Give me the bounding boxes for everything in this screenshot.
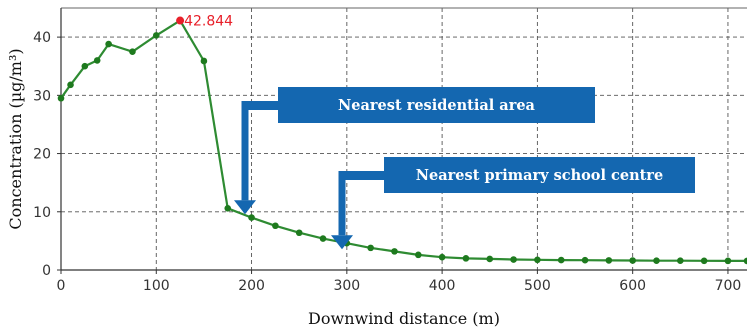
y-tick-label: 0 bbox=[42, 263, 51, 279]
callout-connector bbox=[338, 171, 384, 180]
data-point bbox=[57, 94, 65, 102]
y-tick-label: 40 bbox=[33, 30, 51, 46]
y-axis-title: Concentration (µg/m³) bbox=[6, 48, 25, 229]
x-tick-label: 500 bbox=[524, 278, 551, 294]
callout-arrow-head bbox=[234, 200, 256, 215]
callout-arrow-head bbox=[331, 235, 353, 250]
data-point bbox=[629, 257, 636, 264]
series-line bbox=[60, 19, 747, 262]
data-point bbox=[272, 222, 279, 230]
tick-labels: 0 100 200 300 400 500 600 700 0 10 20 30 40 bbox=[33, 30, 741, 294]
callout: Nearest primary school centre bbox=[331, 157, 695, 250]
data-point bbox=[367, 244, 374, 252]
data-point bbox=[677, 257, 684, 264]
data-point bbox=[152, 32, 160, 39]
data-point bbox=[105, 40, 112, 48]
data-point bbox=[438, 253, 446, 261]
data-point bbox=[81, 62, 89, 70]
peak-value-label: 42.844 bbox=[184, 14, 233, 30]
callout-box bbox=[278, 87, 595, 123]
x-tick-label: 600 bbox=[619, 278, 646, 294]
callout: Nearest residential area bbox=[234, 87, 595, 215]
callout-arrow-shaft bbox=[338, 171, 346, 236]
y-tick-label: 30 bbox=[33, 88, 51, 104]
x-tick-label: 700 bbox=[715, 278, 742, 294]
data-point bbox=[581, 256, 589, 264]
data-point bbox=[93, 57, 101, 64]
x-tick-label: 100 bbox=[143, 278, 170, 294]
data-point bbox=[391, 248, 398, 255]
data-point bbox=[414, 251, 422, 259]
data-point bbox=[557, 256, 565, 264]
data-point bbox=[224, 204, 232, 212]
data-point bbox=[653, 257, 660, 264]
x-tick-label: 200 bbox=[238, 278, 265, 294]
callout-label: Nearest residential area bbox=[338, 97, 536, 114]
callout-arrow-shaft bbox=[241, 101, 249, 201]
callout-label: Nearest primary school centre bbox=[416, 167, 663, 184]
x-tick-label: 0 bbox=[57, 278, 66, 294]
annotations: 42.844 Nearest residential area Nearest pr… bbox=[184, 14, 695, 250]
y-tick-label: 20 bbox=[33, 147, 51, 163]
data-point bbox=[295, 229, 303, 237]
data-point bbox=[605, 257, 613, 264]
y-tick-label: 10 bbox=[33, 205, 51, 221]
data-point bbox=[67, 81, 74, 89]
data-point bbox=[200, 57, 208, 65]
data-point bbox=[724, 257, 732, 265]
data-point bbox=[129, 48, 136, 55]
callout-connector bbox=[241, 101, 278, 110]
data-point bbox=[486, 255, 494, 263]
callout-box bbox=[384, 157, 695, 193]
data-point bbox=[319, 235, 327, 242]
x-tick-label: 400 bbox=[429, 278, 456, 294]
x-tick-label: 300 bbox=[333, 278, 360, 294]
data-point bbox=[248, 214, 255, 221]
series bbox=[57, 16, 747, 265]
x-axis-title: Downwind distance (m) bbox=[308, 309, 500, 328]
data-point bbox=[510, 256, 517, 263]
grid bbox=[61, 8, 747, 270]
data-point bbox=[462, 255, 470, 262]
data-point bbox=[534, 256, 541, 264]
data-point bbox=[743, 257, 747, 265]
axes bbox=[57, 7, 747, 274]
peak-point bbox=[176, 16, 185, 25]
data-point bbox=[700, 257, 708, 265]
